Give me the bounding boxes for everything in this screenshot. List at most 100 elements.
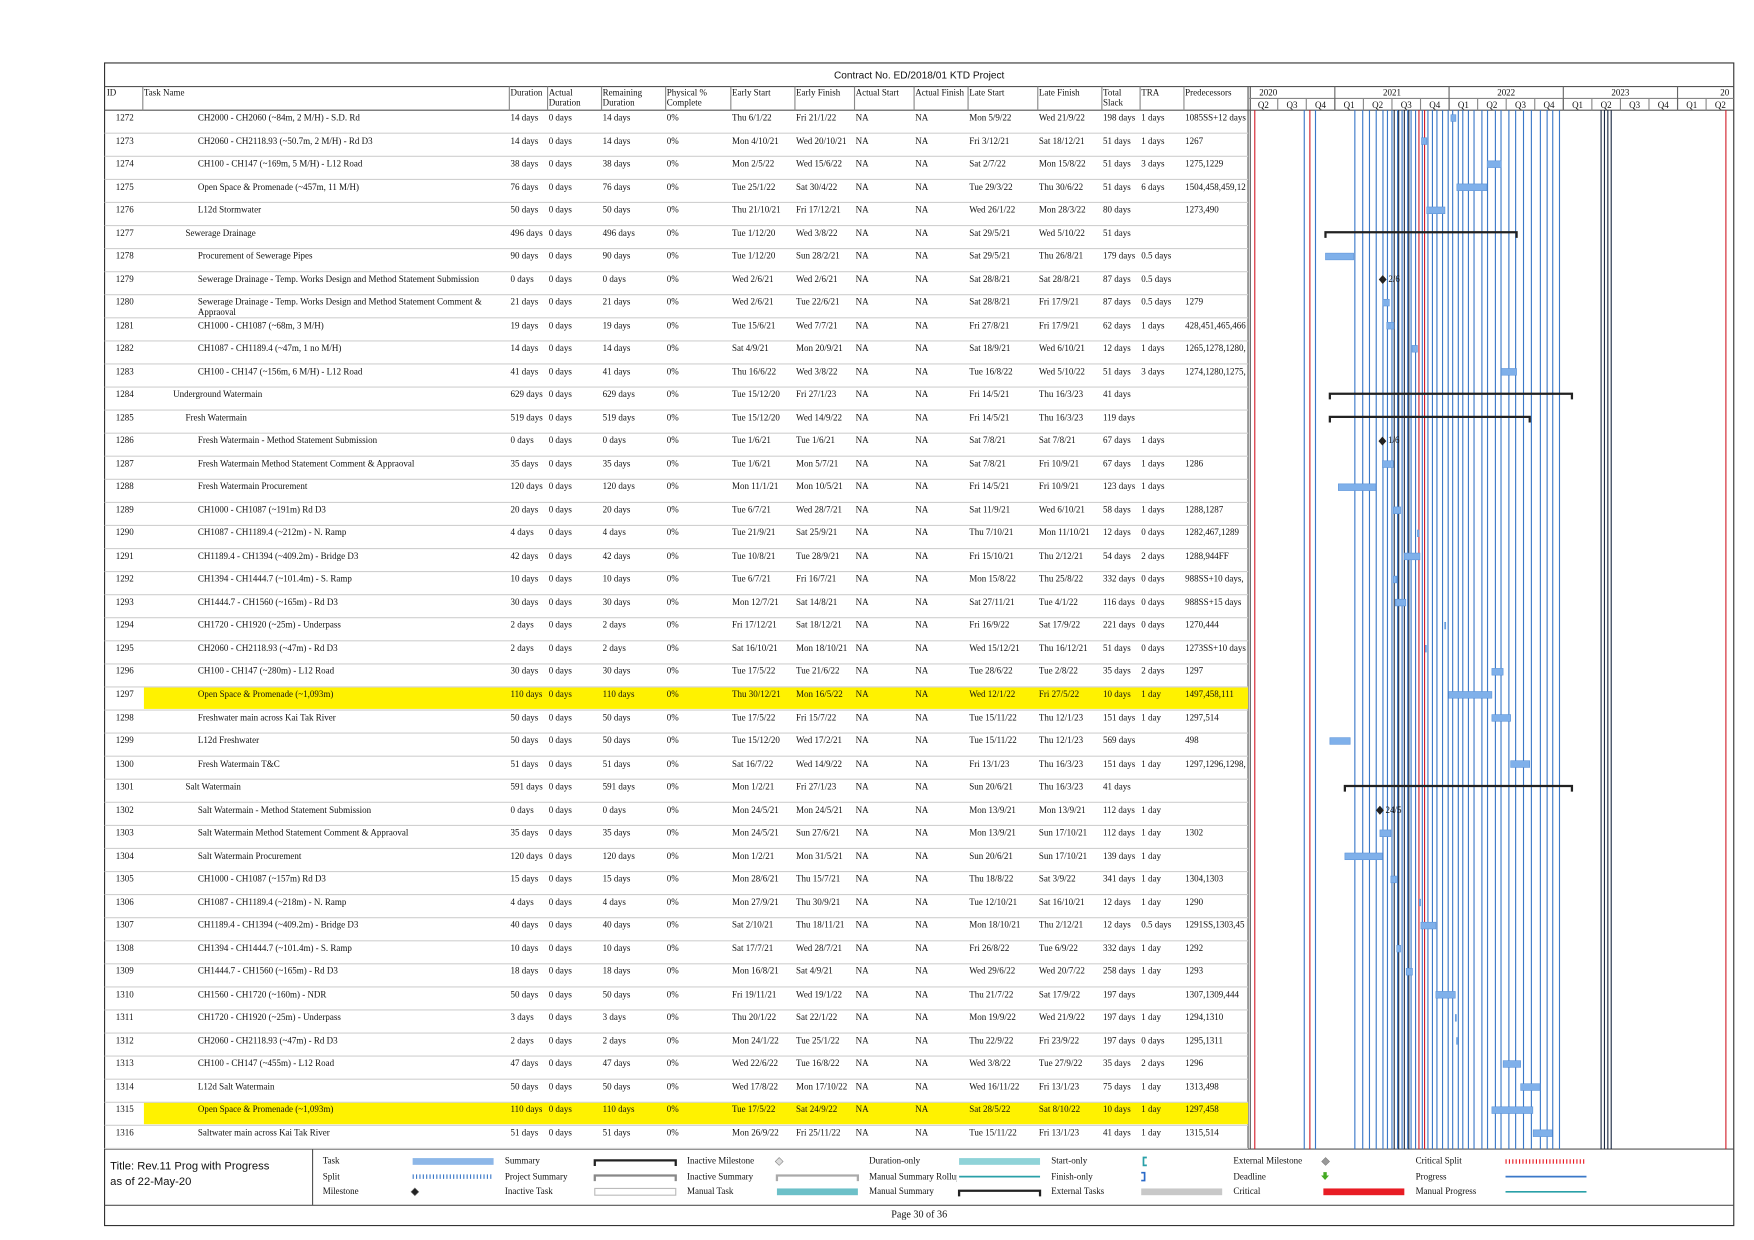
column-header: ID [106,88,117,98]
legend-label: Critical Split [1415,1156,1462,1166]
task-cell: NA [915,874,929,884]
legend-label: Finish-only [1051,1172,1093,1182]
task-cell: 569 days [1102,736,1136,746]
task-cell: Tue 6/7/21 [731,505,771,515]
task-cell: NA [855,944,869,954]
quarter-label: Q3 [1514,100,1526,110]
task-cell: Tue 2/8/22 [1038,667,1078,677]
task-cell: NA [855,436,869,446]
quarter-label: Q4 [1315,100,1327,110]
task-name: Salt Watermain [185,782,241,792]
task-cell: 0 days [548,528,572,538]
task-cell: NA [855,759,869,769]
milestone [1378,275,1387,285]
task-cell: 0% [666,713,679,723]
task-cell: 0% [666,436,679,446]
task-cell: 0 days [1141,574,1165,584]
legend-swatch [1321,1157,1330,1166]
task-bar [1491,668,1504,676]
task-id: 1282 [115,344,134,354]
task-cell: 0 days [1141,528,1165,538]
task-name: CH1087 - CH1189.4 (~47m, 1 no M/H) [197,344,342,354]
task-cell: 18 days [510,967,539,977]
legend-label: Inactive Task [504,1187,553,1197]
task-cell: 35 days [602,828,631,838]
quarter-label: Q2 [1600,100,1612,110]
task-cell: Fri 19/11/21 [731,990,777,1000]
task-cell: Thu 16/3/23 [1038,759,1084,769]
task-name: Sewerage Drainage - Temp. Works Design a… [197,298,482,317]
task-bar [1456,183,1488,191]
task-cell: Tue 25/1/22 [796,1036,840,1046]
task-cell: Wed 2/6/21 [731,298,774,308]
task-cell: 40 days [510,921,539,931]
task-cell: Wed 29/6/22 [969,967,1016,977]
task-cell: NA [855,251,869,261]
task-cell: NA [855,574,869,584]
task-id: 1312 [115,1036,134,1046]
task-id: 1281 [115,321,134,331]
task-cell: 1 day [1141,967,1161,977]
task-bar [1491,1106,1534,1114]
task-cell: 120 days [602,482,635,492]
task-id: 1301 [115,782,134,792]
task-cell: Thu 7/10/21 [969,528,1014,538]
task-cell: 0 days [548,897,572,907]
task-name: CH100 - CH147 (~169m, 5 M/H) - L12 Road [197,159,363,169]
task-bar [1426,206,1446,214]
task-cell: 988SS+10 days, [1185,574,1244,584]
task-cell: 10 days [1102,1105,1131,1115]
year-label: 2022 [1497,88,1516,98]
task-name: CH1394 - CH1444.7 (~101.4m) - S. Ramp [197,574,352,584]
task-name: Fresh Watermain - Method Statement Submi… [197,436,378,446]
task-cell: Mon 1/2/21 [731,782,775,792]
task-cell: Thu 2/12/21 [1038,551,1084,561]
task-cell: Tue 1/6/21 [731,436,771,446]
task-cell: 0 days [548,828,572,838]
task-cell: 0 days [602,275,626,285]
task-cell: NA [855,644,869,654]
task-cell: Tue 25/1/22 [731,182,776,192]
task-cell: Tue 21/6/22 [796,667,840,677]
legend-label: External Tasks [1051,1187,1105,1197]
task-id: 1305 [115,874,134,884]
task-cell: 0% [666,874,679,884]
task-cell: 62 days [1102,321,1131,331]
task-cell: Mon 31/5/21 [796,851,843,861]
task-cell: Sat 8/10/22 [1038,1105,1081,1115]
task-cell: Fri 3/12/21 [969,136,1010,146]
task-cell: 0% [666,551,679,561]
task-bar [1344,852,1383,861]
task-id: 1277 [115,228,134,238]
task-cell: 1288,944FF [1185,551,1229,561]
task-cell: Mon 13/9/21 [969,805,1016,815]
task-cell: Sat 16/7/22 [731,759,774,769]
task-cell: 0% [666,459,679,469]
task-name: CH2060 - CH2118.93 (~47m) - Rd D3 [197,1036,338,1046]
task-id: 1298 [115,713,134,723]
legend-swatch [593,1159,677,1166]
task-cell: 0 days [1141,644,1165,654]
task-cell: 35 days [1102,667,1131,677]
task-bar [1393,506,1401,514]
task-bar [1419,898,1421,907]
task-bar [1424,645,1427,653]
task-cell: Tue 15/6/21 [731,321,776,331]
task-cell: 50 days [602,736,631,746]
task-cell: NA [855,990,869,1000]
task-id: 1288 [115,482,134,492]
task-cell: 87 days [1102,298,1131,308]
task-name: Open Space & Promenade (~1,093m) [197,1105,334,1115]
task-cell: 0 days [548,459,572,469]
task-cell: Wed 3/8/22 [969,1059,1011,1069]
task-id: 1289 [115,505,134,515]
task-cell: 0% [666,990,679,1000]
task-cell: Thu 15/7/21 [796,874,841,884]
task-cell: 332 days [1102,574,1136,584]
task-id: 1309 [115,967,134,977]
task-cell: Sat 2/10/21 [731,921,774,931]
task-cell: NA [855,667,869,677]
task-cell: 1 days [1141,482,1165,492]
task-cell: NA [855,136,869,146]
task-cell: Wed 16/11/22 [969,1082,1020,1092]
